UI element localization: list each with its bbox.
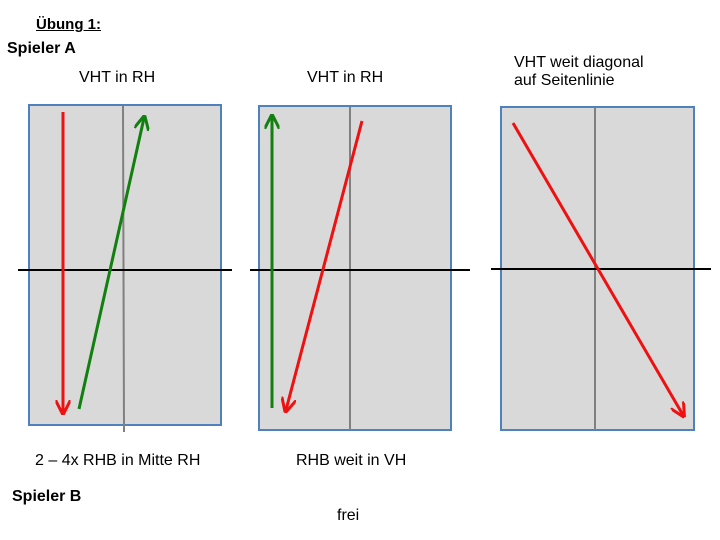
court-1-green-arrow <box>77 118 144 410</box>
court-2 <box>250 105 470 431</box>
court-3-top-label-line-2: auf Seitenlinie <box>514 72 615 90</box>
free-label: frei <box>337 507 360 524</box>
exercise-title: Übung 1: <box>36 16 101 33</box>
court-2-red-arrow <box>286 120 364 410</box>
player-a-label: Spieler A <box>7 40 76 57</box>
court-2-bottom-label: RHB weit in VH <box>296 452 407 469</box>
court-1-bottom-label: 2 – 4x RHB in Mitte RH <box>35 452 201 469</box>
court-2-top-label: VHT in RH <box>307 69 384 86</box>
court-1-top-label: VHT in RH <box>79 69 156 86</box>
court-3-red-arrow <box>511 122 683 415</box>
court-3 <box>491 106 711 431</box>
court-1 <box>18 104 232 433</box>
court-1-surface <box>28 104 222 426</box>
player-b-label: Spieler B <box>12 488 82 505</box>
court-2-surface <box>258 105 452 431</box>
court-3-top-label: VHT weit diagonal auf Seitenlinie <box>514 54 644 91</box>
court-3-top-label-line-1: VHT weit diagonal <box>514 54 644 71</box>
